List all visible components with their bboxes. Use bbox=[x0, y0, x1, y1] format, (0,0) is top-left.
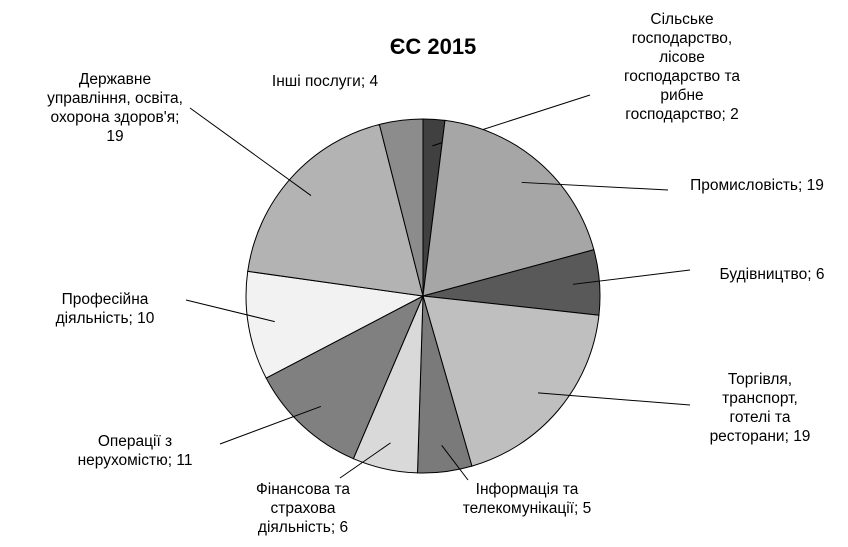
label-category: Професійна діяльність bbox=[55, 291, 149, 327]
label-value: 6 bbox=[815, 266, 825, 283]
leader-line bbox=[185, 299, 275, 323]
label-value: 19 bbox=[806, 177, 824, 194]
data-label: Будівництво; 6 bbox=[687, 265, 848, 284]
data-label: Професійна діяльність; 10 bbox=[35, 290, 175, 328]
label-separator: ; bbox=[784, 428, 794, 445]
label-separator: ; bbox=[175, 109, 184, 126]
leader-line bbox=[189, 107, 312, 196]
pie-slice bbox=[247, 123, 424, 297]
pie-slice bbox=[422, 119, 595, 297]
leader-line bbox=[219, 405, 322, 445]
leader-line bbox=[339, 442, 391, 479]
label-separator: ; bbox=[807, 266, 816, 283]
data-label: Державне управління, освіта, охорона здо… bbox=[40, 70, 190, 146]
data-label: Інформація та телекомунікації; 5 bbox=[452, 480, 602, 518]
data-label: Інші послуги; 4 bbox=[235, 72, 415, 91]
label-category: Операції з нерухомістю bbox=[77, 433, 173, 469]
label-category: Будівництво bbox=[719, 266, 808, 283]
label-value: 4 bbox=[369, 73, 379, 90]
label-category: Фінансова та страхова діяльність bbox=[255, 481, 351, 536]
label-category: Інші послуги bbox=[271, 73, 361, 90]
label-value: 5 bbox=[582, 500, 592, 517]
data-label: Торгівля, транспорт, готелі та ресторани… bbox=[705, 370, 815, 446]
label-separator: ; bbox=[360, 73, 370, 90]
label-category: Промисловість bbox=[690, 177, 798, 194]
label-value: 2 bbox=[730, 106, 739, 123]
label-separator: ; bbox=[721, 106, 731, 123]
pie-slice bbox=[378, 118, 424, 297]
data-label: Сільське господарство, лісове господарст… bbox=[617, 10, 747, 124]
data-label: Операції з нерухомістю; 11 bbox=[55, 432, 215, 470]
label-separator: ; bbox=[798, 177, 807, 194]
leader-line bbox=[538, 392, 691, 406]
label-value: 6 bbox=[339, 519, 349, 536]
label-separator: ; bbox=[167, 452, 177, 469]
label-category: Державне управління, освіта, охорона здо… bbox=[47, 71, 183, 126]
label-separator: ; bbox=[128, 310, 138, 327]
label-category: Інформація та телекомунікації bbox=[462, 481, 579, 517]
label-value: 11 bbox=[176, 452, 193, 469]
pie-slice bbox=[422, 295, 600, 467]
label-separator: ; bbox=[330, 519, 340, 536]
label-value: 19 bbox=[106, 128, 124, 145]
leader-line bbox=[572, 269, 691, 285]
chart-title: ЄС 2015 bbox=[390, 34, 477, 59]
leader-line bbox=[441, 444, 469, 481]
label-value: 10 bbox=[137, 310, 155, 327]
label-value: 19 bbox=[793, 428, 811, 445]
data-label: Фінансова та страхова діяльність; 6 bbox=[238, 480, 368, 537]
leader-line bbox=[521, 181, 669, 191]
pie-slice bbox=[265, 294, 425, 460]
label-separator: ; bbox=[573, 500, 583, 517]
data-label: Промисловість; 19 bbox=[687, 176, 827, 195]
label-category: Торгівля, транспорт, готелі та ресторани bbox=[709, 371, 798, 445]
label-category: Сільське господарство, лісове господарст… bbox=[623, 11, 741, 123]
pie-slice bbox=[245, 270, 425, 379]
